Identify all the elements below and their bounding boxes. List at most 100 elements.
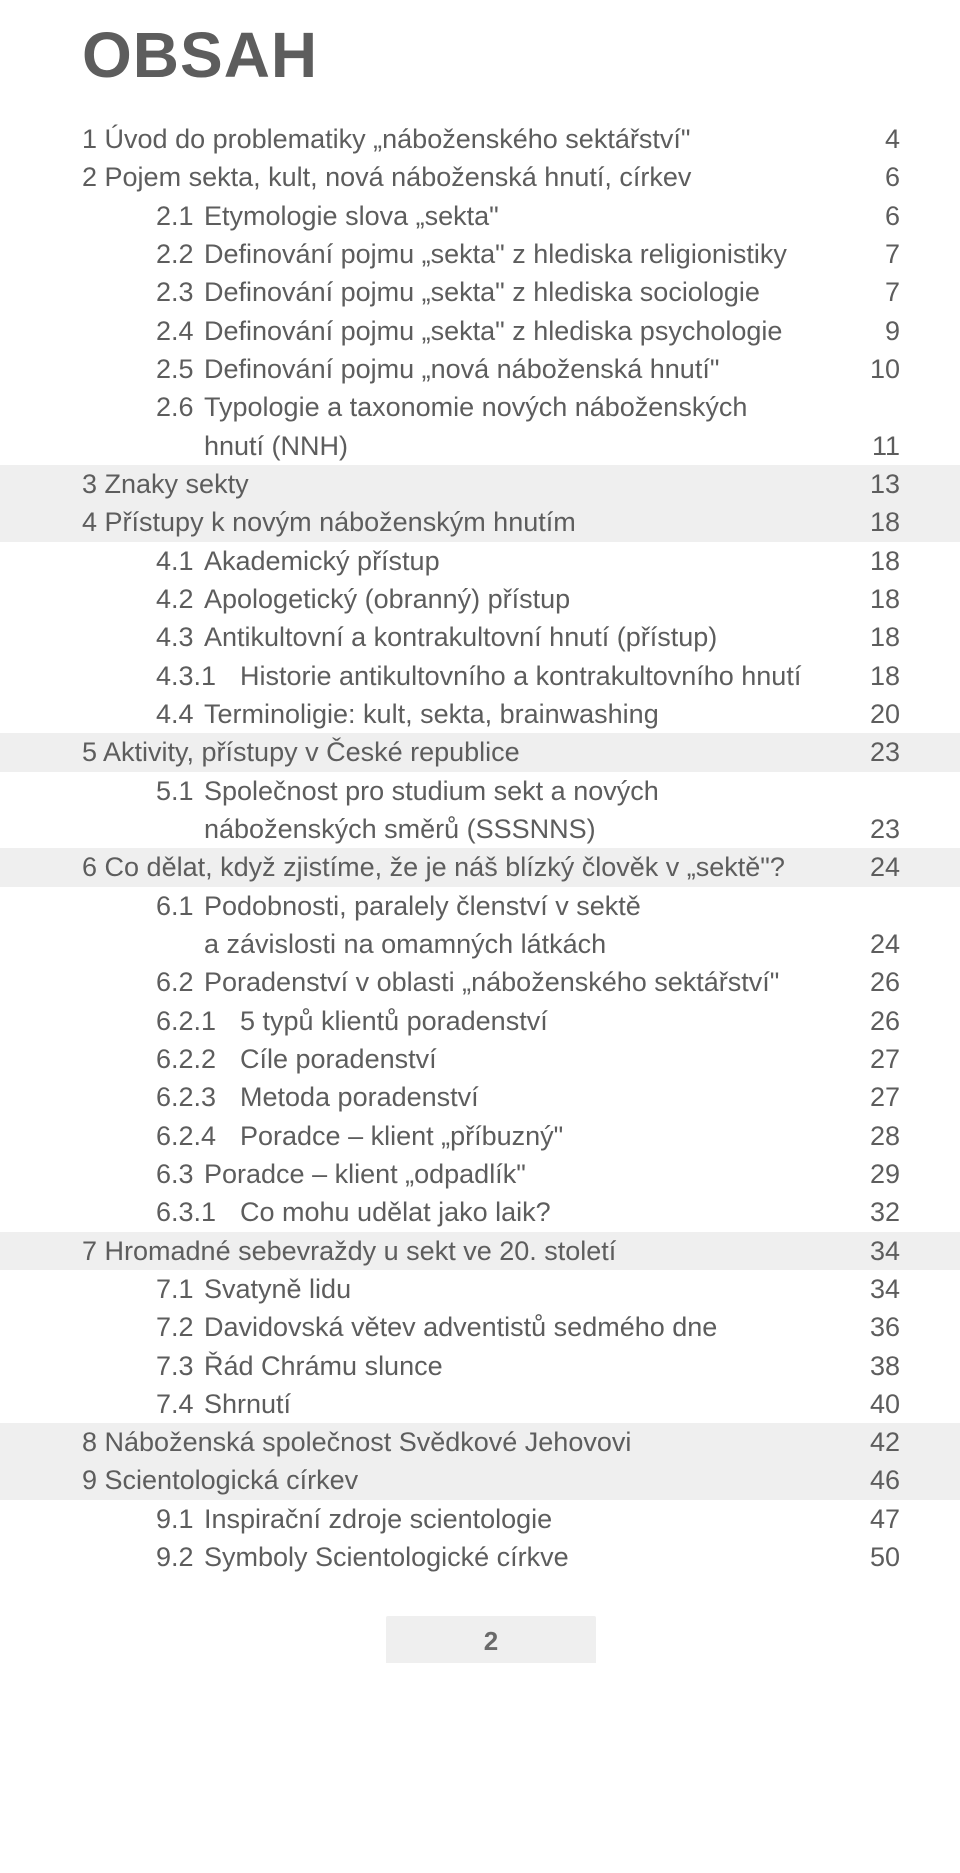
toc-entry-text: Shrnutí: [204, 1385, 856, 1423]
toc-chapter: 7 Hromadné sebevraždy u sekt ve 20. stol…: [82, 1232, 900, 1270]
toc-section: 2.2Definování pojmu „sekta" z hlediska r…: [82, 235, 900, 273]
toc-entry-page: 23: [856, 810, 900, 848]
toc-section: 2.1Etymologie slova „sekta"6: [82, 197, 900, 235]
toc-entry-number: 4.3.1: [82, 657, 240, 695]
toc-section: 7.1Svatyně lidu34: [82, 1270, 900, 1308]
toc-entry-text: Svatyně lidu: [204, 1270, 856, 1308]
toc-entry-number: 6.2.1: [82, 1002, 240, 1040]
toc-section: 5.1Společnost pro studium sekt a nových: [82, 772, 900, 810]
toc-entry-text: Scientologická církev: [105, 1465, 359, 1495]
toc-entry-number: 8: [82, 1427, 105, 1457]
toc-entry-page: 9: [856, 312, 900, 350]
toc-entry-page: 28: [856, 1117, 900, 1155]
toc-entry-text: Aktivity, přístupy v České republice: [103, 737, 520, 767]
toc-section: 4.3Antikultovní a kontrakultovní hnutí (…: [82, 618, 900, 656]
toc-entry-text: Znaky sekty: [105, 469, 249, 499]
toc-entry-number: 4.3: [82, 618, 204, 656]
toc-entry-number: 6.2.4: [82, 1117, 240, 1155]
toc-entry-text: Definování pojmu „sekta" z hlediska soci…: [204, 273, 856, 311]
toc-entry-text: Poradenství v oblasti „náboženského sekt…: [204, 963, 856, 1001]
toc-entry-lead: 6 Co dělat, když zjistíme, že je náš blí…: [82, 848, 856, 886]
toc-entry-text: Poradce – klient „příbuzný": [240, 1117, 856, 1155]
toc-section: hnutí (NNH)11: [82, 427, 900, 465]
page-footer: 2: [82, 1616, 900, 1663]
toc-entry-number: 2: [82, 162, 105, 192]
toc-entry-number: 7.4: [82, 1385, 204, 1423]
toc-section: 6.3Poradce – klient „odpadlík"29: [82, 1155, 900, 1193]
toc-entry-number: 3: [82, 469, 105, 499]
toc-chapter: 6 Co dělat, když zjistíme, že je náš blí…: [82, 848, 900, 886]
toc-entry-text: Poradce – klient „odpadlík": [204, 1155, 856, 1193]
toc-entry-number: 7.1: [82, 1270, 204, 1308]
toc-section: 4.2Apologetický (obranný) přístup18: [82, 580, 900, 618]
toc-entry-number: 6.2.2: [82, 1040, 240, 1078]
toc-entry-text: Co mohu udělat jako laik?: [240, 1193, 856, 1231]
toc-entry-text: Definování pojmu „nová náboženská hnutí": [204, 350, 856, 388]
toc-entry-page: 34: [856, 1232, 900, 1270]
toc-section: 7.3Řád Chrámu slunce38: [82, 1347, 900, 1385]
toc-entry-text: Pojem sekta, kult, nová náboženská hnutí…: [105, 162, 692, 192]
toc-entry-page: 10: [856, 350, 900, 388]
toc-entry-number: 7.3: [82, 1347, 204, 1385]
toc-subsection: 6.2.4Poradce – klient „příbuzný"28: [82, 1117, 900, 1155]
toc-entry-number: 4: [82, 507, 105, 537]
toc-entry-page: 13: [856, 465, 900, 503]
toc-entry-text: Etymologie slova „sekta": [204, 197, 856, 235]
toc-entry-page: 32: [856, 1193, 900, 1231]
toc-entry-text: Historie antikultovního a kontrakultovní…: [240, 657, 856, 695]
toc-subsection: 6.2.3Metoda poradenství27: [82, 1078, 900, 1116]
toc-entry-page: 18: [856, 657, 900, 695]
toc-entry-page: 29: [856, 1155, 900, 1193]
toc-section: 7.4Shrnutí40: [82, 1385, 900, 1423]
toc-entry-page: 6: [856, 197, 900, 235]
toc-entry-number: 7.2: [82, 1308, 204, 1346]
toc-entry-page: 34: [856, 1270, 900, 1308]
toc-section: 2.4Definování pojmu „sekta" z hlediska p…: [82, 312, 900, 350]
toc-entry-number: 7: [82, 1236, 105, 1266]
toc-subsection: 4.3.1Historie antikultovního a kontrakul…: [82, 657, 900, 695]
toc-entry-number: 4.1: [82, 542, 204, 580]
toc-entry-page: 36: [856, 1308, 900, 1346]
toc-section: 2.3Definování pojmu „sekta" z hlediska s…: [82, 273, 900, 311]
toc-entry-text: Typologie a taxonomie nových náboženskýc…: [204, 388, 856, 426]
toc-entry-text: Antikultovní a kontrakultovní hnutí (pří…: [204, 618, 856, 656]
toc-section: 4.1Akademický přístup18: [82, 542, 900, 580]
toc-entry-page: 4: [856, 120, 900, 158]
toc-entry-number: 1: [82, 124, 105, 154]
toc-entry-lead: 4 Přístupy k novým náboženským hnutím: [82, 503, 856, 541]
toc-entry-number: 2.6: [82, 388, 204, 426]
toc-chapter: 8 Náboženská společnost Svědkové Jehovov…: [82, 1423, 900, 1461]
toc-entry-number: 6: [82, 852, 105, 882]
toc-entry-number: 6.3: [82, 1155, 204, 1193]
toc-subsection: 6.3.1Co mohu udělat jako laik?32: [82, 1193, 900, 1231]
toc-entry-text: Davidovská větev adventistů sedmého dne: [204, 1308, 856, 1346]
toc-entry-number: 6.2.3: [82, 1078, 240, 1116]
toc-entry-number: 4.4: [82, 695, 204, 733]
toc-entry-number: 6.1: [82, 887, 204, 925]
toc-entry-text: Definování pojmu „sekta" z hlediska reli…: [204, 235, 856, 273]
toc-entry-text: Inspirační zdroje scientologie: [204, 1500, 856, 1538]
toc-entry-text: Společnost pro studium sekt a nových: [204, 772, 856, 810]
toc-entry-text: Cíle poradenství: [240, 1040, 856, 1078]
toc-entry-number: 2.5: [82, 350, 204, 388]
toc-entry-number: 6.2: [82, 963, 204, 1001]
toc-chapter: 4 Přístupy k novým náboženským hnutím18: [82, 503, 900, 541]
toc-entry-page: 18: [856, 542, 900, 580]
toc-chapter: 9 Scientologická církev46: [82, 1461, 900, 1499]
toc-entry-page: 50: [856, 1538, 900, 1576]
toc-entry-number: 2.3: [82, 273, 204, 311]
toc-entry-number: 5.1: [82, 772, 204, 810]
toc-section: 7.2Davidovská větev adventistů sedmého d…: [82, 1308, 900, 1346]
toc-entry-page: 18: [856, 618, 900, 656]
toc-entry-page: 26: [856, 963, 900, 1001]
toc-entry-text: 5 typů klientů poradenství: [240, 1002, 856, 1040]
toc-entry-text: Definování pojmu „sekta" z hlediska psyc…: [204, 312, 856, 350]
toc-entry-text: Přístupy k novým náboženským hnutím: [105, 507, 576, 537]
toc-entry-lead: 2 Pojem sekta, kult, nová náboženská hnu…: [82, 158, 856, 196]
toc-entry-page: 40: [856, 1385, 900, 1423]
toc-entry-text: náboženských směrů (SSSNNS): [204, 810, 856, 848]
toc-entry-lead: 1 Úvod do problematiky „náboženského sek…: [82, 120, 856, 158]
toc-entry-lead: 9 Scientologická církev: [82, 1461, 856, 1499]
toc-entry-page: 7: [856, 235, 900, 273]
toc-subsection: 6.2.2Cíle poradenství27: [82, 1040, 900, 1078]
